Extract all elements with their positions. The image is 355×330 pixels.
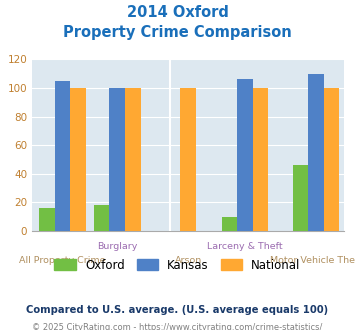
- Bar: [55, 81, 70, 231]
- Bar: [94, 205, 109, 231]
- Bar: [222, 217, 237, 231]
- Legend: Oxford, Kansas, National: Oxford, Kansas, National: [50, 254, 305, 276]
- Text: Arson: Arson: [175, 256, 202, 265]
- Bar: [39, 208, 55, 231]
- Bar: [253, 88, 268, 231]
- Bar: [293, 165, 308, 231]
- Text: 2014 Oxford: 2014 Oxford: [127, 5, 228, 20]
- Text: Larceny & Theft: Larceny & Theft: [207, 242, 283, 251]
- Text: Property Crime Comparison: Property Crime Comparison: [63, 25, 292, 40]
- Text: © 2025 CityRating.com - https://www.cityrating.com/crime-statistics/: © 2025 CityRating.com - https://www.city…: [32, 323, 323, 330]
- Text: Compared to U.S. average. (U.S. average equals 100): Compared to U.S. average. (U.S. average …: [26, 305, 329, 315]
- Bar: [70, 88, 86, 231]
- Bar: [109, 88, 125, 231]
- Bar: [180, 88, 196, 231]
- Text: Burglary: Burglary: [97, 242, 137, 251]
- Text: All Property Crime: All Property Crime: [19, 256, 106, 265]
- Bar: [125, 88, 141, 231]
- Bar: [237, 80, 253, 231]
- Text: Motor Vehicle Theft: Motor Vehicle Theft: [270, 256, 355, 265]
- Bar: [308, 74, 324, 231]
- Bar: [324, 88, 339, 231]
